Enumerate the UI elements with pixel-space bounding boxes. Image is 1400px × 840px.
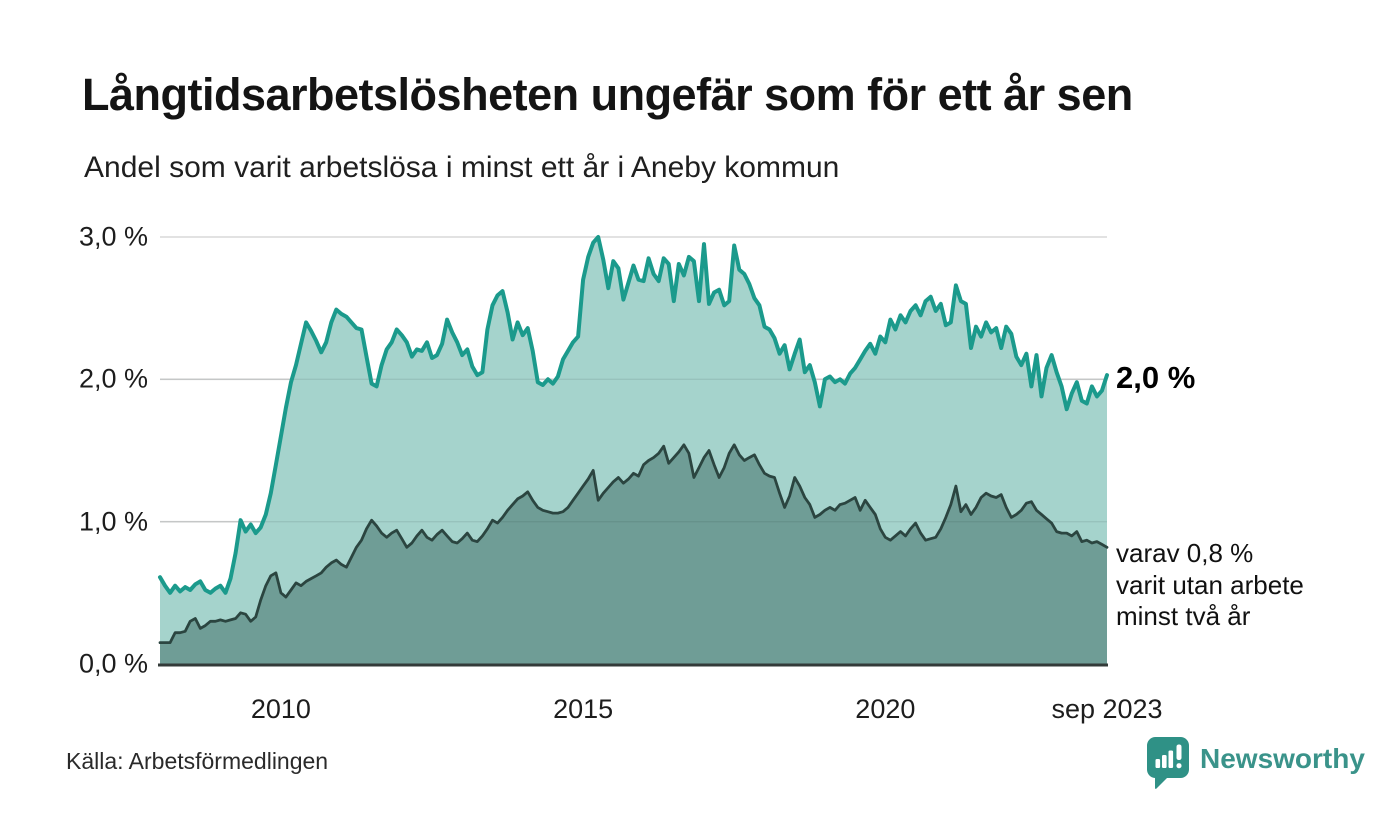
x-tick-label-2015: 2015 <box>553 694 614 724</box>
x-tick-label-2020: 2020 <box>855 694 916 724</box>
y-tick-label-3: 3,0 % <box>78 221 148 252</box>
chart-subtitle: Andel som varit arbetslösa i minst ett å… <box>84 151 840 184</box>
y-tick-label-0: 0,0 % <box>78 648 148 679</box>
y-tick-label-1: 1,0 % <box>78 506 148 537</box>
x-tick-label-2010: 2010 <box>250 694 311 724</box>
latest-value-label: 2,0 % <box>1116 360 1196 395</box>
area-fill-series-2 <box>160 444 1107 664</box>
line-series-1 <box>158 235 1109 595</box>
page-title: Långtidsarbetslösheten ungefär som för e… <box>82 69 1133 120</box>
line-series-2 <box>158 443 1109 644</box>
annotation-line-1: varav 0,8 % <box>1116 538 1254 568</box>
newsworthy-wordmark: Newsworthy <box>1200 743 1365 774</box>
annotation-line-2: varit utan arbete <box>1116 569 1304 600</box>
source-credit: Källa: Arbetsförmedlingen <box>66 748 329 774</box>
series2-annotation: varav 0,8 % varit utan arbete minst två … <box>1116 538 1346 633</box>
newsworthy-logo[interactable]: Newsworthy <box>1146 736 1365 792</box>
y-tick-label-2: 2,0 % <box>78 363 148 394</box>
annotation-line-3: minst två år <box>1116 601 1251 632</box>
newsworthy-bubble-chart-icon <box>1147 737 1189 789</box>
x-tick-label-sep-2023: sep 2023 <box>1051 694 1163 724</box>
